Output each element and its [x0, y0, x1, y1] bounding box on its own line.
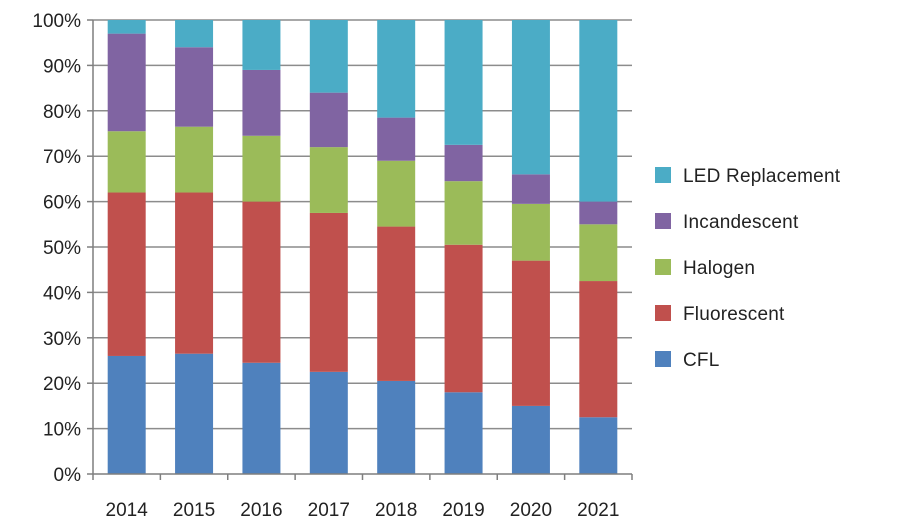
- y-tick-label: 50%: [43, 238, 81, 259]
- bar-segment-halogen: [444, 181, 483, 245]
- bar-segment-cfl: [175, 353, 214, 474]
- legend-swatch: [655, 213, 671, 229]
- legend-swatch: [655, 351, 671, 367]
- x-tick-label: 2020: [510, 500, 552, 521]
- legend-label: LED Replacement: [683, 166, 841, 187]
- bar-segment-fluorescent: [579, 281, 618, 418]
- x-tick-label: 2019: [442, 500, 484, 521]
- bar-segment-halogen: [242, 135, 281, 202]
- bar-stack-2014: [107, 20, 146, 474]
- bar-segment-incandescent: [175, 47, 214, 127]
- y-tick-label: 70%: [43, 147, 81, 168]
- bar-segment-halogen: [107, 131, 146, 193]
- bar-segment-led-replacement: [309, 20, 348, 93]
- legend-label: Fluorescent: [683, 304, 785, 325]
- legend-swatch: [655, 305, 671, 321]
- x-tick-label: 2016: [240, 500, 282, 521]
- bar-stack-2018: [377, 20, 416, 474]
- bar-segment-fluorescent: [444, 244, 483, 393]
- y-tick-label: 0%: [54, 465, 82, 486]
- bar-segment-incandescent: [579, 201, 618, 225]
- bar-stack-2019: [444, 20, 483, 474]
- bar-segment-cfl: [242, 362, 281, 474]
- bar-segment-fluorescent: [242, 201, 281, 363]
- bar-segment-fluorescent: [511, 260, 550, 406]
- y-tick-label: 80%: [43, 102, 81, 123]
- x-tick-label: 2018: [375, 500, 417, 521]
- bar-segment-incandescent: [377, 117, 416, 161]
- bar-segment-halogen: [309, 147, 348, 213]
- bar-segment-fluorescent: [175, 192, 214, 354]
- bar-segment-cfl: [309, 371, 348, 474]
- bar-segment-cfl: [107, 355, 146, 474]
- gridlines: [93, 19, 632, 430]
- legend-swatch: [655, 259, 671, 275]
- bar-segment-incandescent: [511, 174, 550, 204]
- legend-label: Incandescent: [683, 212, 799, 233]
- legend-label: Halogen: [683, 258, 755, 279]
- bar-stacks: [107, 20, 618, 474]
- legend-item-fluorescent: Fluorescent: [655, 304, 785, 325]
- bar-stack-2015: [175, 20, 214, 474]
- legend-item-incandescent: Incandescent: [655, 212, 799, 233]
- y-axis-tick-labels: 0% 10% 20% 30% 40% 50% 60% 70% 80% 90% 100%: [32, 11, 81, 486]
- bar-segment-cfl: [377, 380, 416, 474]
- bar-segment-led-replacement: [242, 20, 281, 70]
- y-tick-label: 20%: [43, 374, 81, 395]
- x-tick-label: 2021: [577, 500, 619, 521]
- bar-segment-incandescent: [444, 144, 483, 182]
- bar-segment-cfl: [511, 405, 550, 474]
- bar-segment-led-replacement: [579, 20, 618, 202]
- bar-segment-halogen: [579, 224, 618, 282]
- legend-item-cfl: CFL: [655, 350, 720, 371]
- bar-segment-halogen: [175, 126, 214, 193]
- y-tick-label: 100%: [32, 11, 81, 32]
- bar-segment-fluorescent: [107, 192, 146, 356]
- y-tick-label: 10%: [43, 420, 81, 441]
- bar-segment-led-replacement: [107, 20, 146, 34]
- axes: [87, 19, 633, 480]
- bar-segment-cfl: [444, 392, 483, 474]
- bar-segment-incandescent: [242, 69, 281, 136]
- y-tick-label: 30%: [43, 329, 81, 350]
- x-tick-label: 2014: [106, 500, 149, 521]
- bar-segment-fluorescent: [309, 212, 348, 372]
- bar-segment-halogen: [377, 160, 416, 227]
- bar-segment-halogen: [511, 203, 550, 261]
- bar-segment-led-replacement: [444, 20, 483, 145]
- y-tick-label: 40%: [43, 283, 81, 304]
- legend-item-halogen: Halogen: [655, 258, 755, 279]
- x-tick-label: 2015: [173, 500, 215, 521]
- y-tick-label: 90%: [43, 56, 81, 77]
- bar-stack-2016: [242, 20, 281, 474]
- legend-label: CFL: [683, 350, 720, 371]
- x-axis-tick-labels: 2014 2015 2016 2017 2018 2019 2020 2021: [106, 500, 620, 521]
- x-tick-label: 2017: [308, 500, 350, 521]
- bar-segment-led-replacement: [511, 20, 550, 175]
- bar-segment-incandescent: [309, 92, 348, 148]
- bar-segment-incandescent: [107, 33, 146, 132]
- bar-stack-2020: [511, 20, 550, 474]
- legend-item-led-replacement: LED Replacement: [655, 166, 841, 187]
- bar-stack-2021: [579, 20, 618, 474]
- legend: LED Replacement Incandescent Halogen Fluore…: [655, 166, 841, 371]
- legend-swatch: [655, 167, 671, 183]
- bar-segment-led-replacement: [175, 20, 214, 48]
- bar-segment-fluorescent: [377, 226, 416, 381]
- y-tick-label: 60%: [43, 193, 81, 214]
- bar-segment-cfl: [579, 417, 618, 474]
- bar-stack-2017: [309, 20, 348, 474]
- bar-segment-led-replacement: [377, 20, 416, 118]
